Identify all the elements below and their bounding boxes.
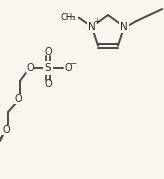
Text: O: O [14,94,22,104]
Text: O: O [64,63,72,73]
Text: O: O [44,79,52,89]
Text: +: + [94,17,100,26]
Text: S: S [45,63,51,73]
Text: O: O [44,47,52,57]
Text: −: − [70,59,76,69]
Text: O: O [2,125,10,135]
Text: —: — [65,12,74,21]
Text: CH₃: CH₃ [60,13,76,22]
Text: O: O [26,63,34,73]
Text: N: N [88,22,96,32]
Text: N: N [120,22,128,32]
